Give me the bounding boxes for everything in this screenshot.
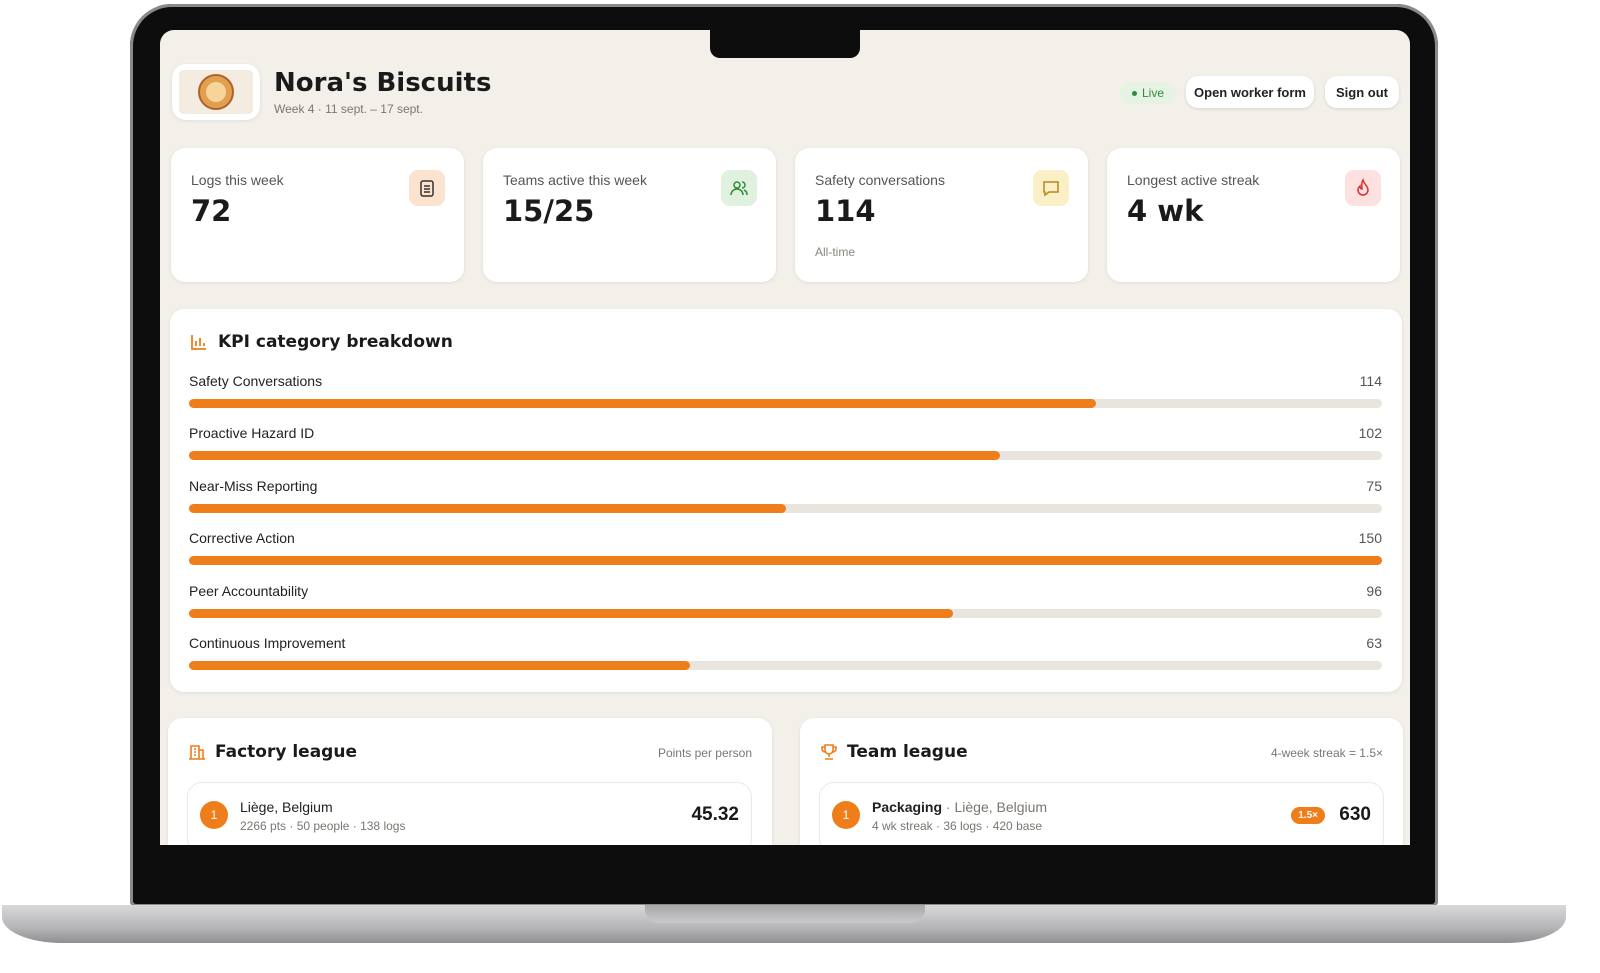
- team-location: · Liège, Belgium: [945, 799, 1048, 815]
- kpi-value: 75: [1366, 477, 1382, 494]
- live-text: Live: [1141, 86, 1164, 100]
- bar: [189, 399, 1096, 408]
- icon-glyph: [420, 180, 434, 197]
- kpi-card: KPI category breakdown Safety Conversati…: [170, 309, 1402, 692]
- kpi-value: 150: [1358, 530, 1382, 547]
- kpi-label: Continuous Improvement: [189, 635, 346, 651]
- stat-note: All-time: [815, 245, 856, 259]
- screen: Nora's Biscuits Week 4 · 11 sept. – 17 s…: [160, 30, 1410, 845]
- factory-row[interactable]: 1 Liège, Belgium 2266 pts · 50 people · …: [188, 783, 751, 845]
- kpi-value: 63: [1366, 635, 1382, 651]
- multiplier-badge: 1.5×: [1291, 807, 1325, 824]
- factory-score: 45.32: [691, 804, 739, 825]
- stat-icon: [1345, 170, 1381, 206]
- kpi-label: Peer Accountability: [189, 582, 309, 599]
- rank: 1: [832, 801, 860, 829]
- icon-glyph: [1043, 181, 1059, 197]
- factory-league-title: Factory league: [215, 742, 357, 762]
- live-dot: [1131, 90, 1137, 96]
- stat-icon: [721, 170, 757, 206]
- building-icon: [189, 745, 205, 760]
- team-detail: 4 wk streak · 36 logs · 420 base: [872, 819, 1043, 833]
- subtitle: Week 4 · 11 sept. – 17 sept.: [274, 102, 423, 116]
- kpi-value: 96: [1366, 582, 1382, 599]
- stat-label: Logs this week: [191, 172, 284, 188]
- icon-glyph: [1357, 178, 1369, 196]
- chart-icon: [191, 335, 206, 350]
- kpi-label: Corrective Action: [189, 530, 295, 547]
- bar: [189, 556, 1382, 566]
- kpi-value: 102: [1358, 425, 1382, 442]
- stat-label: Teams active this week: [503, 172, 647, 188]
- sign-out-button[interactable]: Sign out: [1325, 76, 1399, 108]
- live-badge: Live: [1120, 82, 1176, 104]
- bar: [189, 608, 953, 618]
- rank: 1: [200, 801, 228, 829]
- kpi-label: Near-Miss Reporting: [189, 477, 318, 494]
- stat-value: 114: [815, 194, 876, 228]
- team-league-card: Team league 4-week streak = 1.5× 1 Packa…: [800, 718, 1403, 845]
- factory-detail: 2266 pts · 50 people · 138 logs: [240, 819, 406, 833]
- team-league-title: Team league: [847, 742, 968, 762]
- bar: [189, 503, 786, 513]
- kpi-label: Safety Conversations: [189, 373, 323, 389]
- stat-card: Teams active this week 15/25: [483, 148, 776, 282]
- team-name: Packaging: [872, 799, 943, 815]
- kpi-value: 114: [1359, 373, 1382, 389]
- trophy-icon: [821, 744, 837, 760]
- bar-track: [189, 661, 1382, 670]
- stat-card: Safety conversations 114 All-time: [795, 148, 1088, 282]
- stat-label: Longest active streak: [1127, 172, 1260, 188]
- bar: [189, 661, 691, 670]
- laptop-groove: [645, 905, 925, 923]
- team-heading: Packaging · Liège, Belgium: [872, 799, 1047, 815]
- team-league-note: 4-week streak = 1.5×: [1270, 746, 1383, 760]
- bar: [189, 451, 1001, 461]
- factory-league-note: Points per person: [657, 746, 752, 760]
- kpi-title: KPI category breakdown: [218, 332, 453, 352]
- logo-image: [179, 70, 253, 114]
- stat-icon: [409, 170, 445, 206]
- stat-card: Logs this week 72: [171, 148, 464, 282]
- team-row[interactable]: 1 Packaging · Liège, Belgium 4 wk streak…: [820, 783, 1383, 845]
- icon-glyph: [730, 181, 748, 196]
- stat-icon: [1033, 170, 1069, 206]
- camera-notch: [710, 30, 860, 58]
- stat-value: 4 wk: [1127, 194, 1204, 228]
- factory-league-card: Factory league Points per person 1 Liège…: [168, 718, 772, 845]
- stat-value: 15/25: [503, 194, 595, 228]
- stat-card: Longest active streak 4 wk: [1107, 148, 1400, 282]
- factory-name: Liège, Belgium: [240, 799, 333, 815]
- stat-label: Safety conversations: [815, 172, 945, 188]
- kpi-label: Proactive Hazard ID: [189, 425, 315, 442]
- open-worker-form-button[interactable]: Open worker form: [1186, 76, 1314, 108]
- app-title: Nora's Biscuits: [274, 68, 492, 98]
- team-score: 630: [1339, 804, 1371, 825]
- stat-value: 72: [191, 194, 232, 228]
- bar-track: [189, 503, 1382, 513]
- screen-content: Nora's Biscuits Week 4 · 11 sept. – 17 s…: [160, 30, 1410, 845]
- logo: [172, 64, 260, 120]
